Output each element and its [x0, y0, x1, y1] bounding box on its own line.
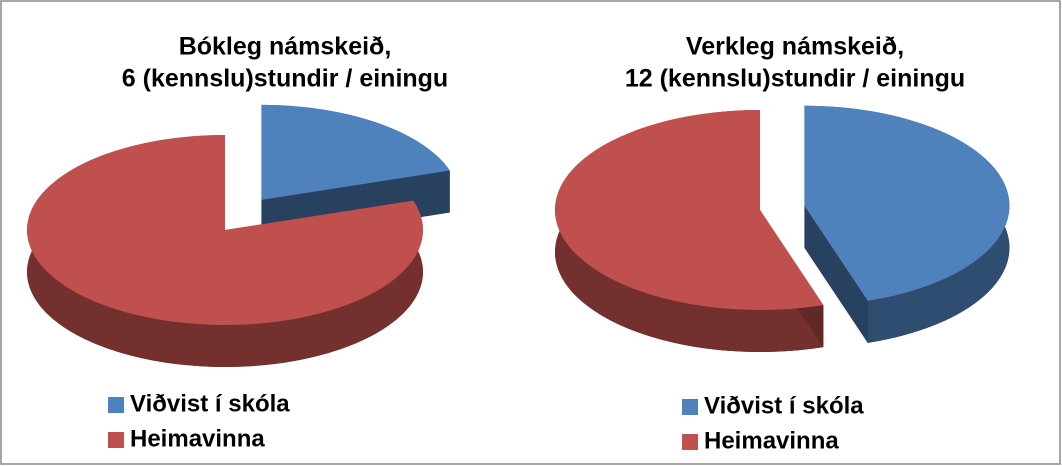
legend-label: Heimavinna — [130, 425, 265, 452]
chart-title: 6 (kennslu)stundir / einingu — [122, 65, 448, 93]
legend-swatch — [682, 399, 698, 415]
chart-title: 12 (kennslu)stundir / einingu — [625, 65, 965, 93]
legend-label: Viðvist í skóla — [130, 390, 290, 417]
legend-label: Viðvist í skóla — [704, 392, 864, 419]
pie-slice — [27, 135, 424, 367]
slice-top — [554, 110, 824, 310]
pie-slice — [804, 105, 1010, 343]
slice-wall — [804, 205, 868, 343]
slice-top — [27, 135, 424, 326]
legend-swatch — [108, 397, 124, 413]
chart-title: Bókleg námskeið, — [179, 33, 392, 61]
legend-swatch — [682, 434, 698, 450]
slice-top — [804, 105, 1010, 301]
legend-swatch — [108, 432, 124, 448]
slice-top — [261, 104, 450, 200]
chart-title: Verkleg námskeið, — [686, 33, 904, 61]
pie-slice — [554, 110, 824, 352]
legend-label: Heimavinna — [704, 427, 839, 454]
